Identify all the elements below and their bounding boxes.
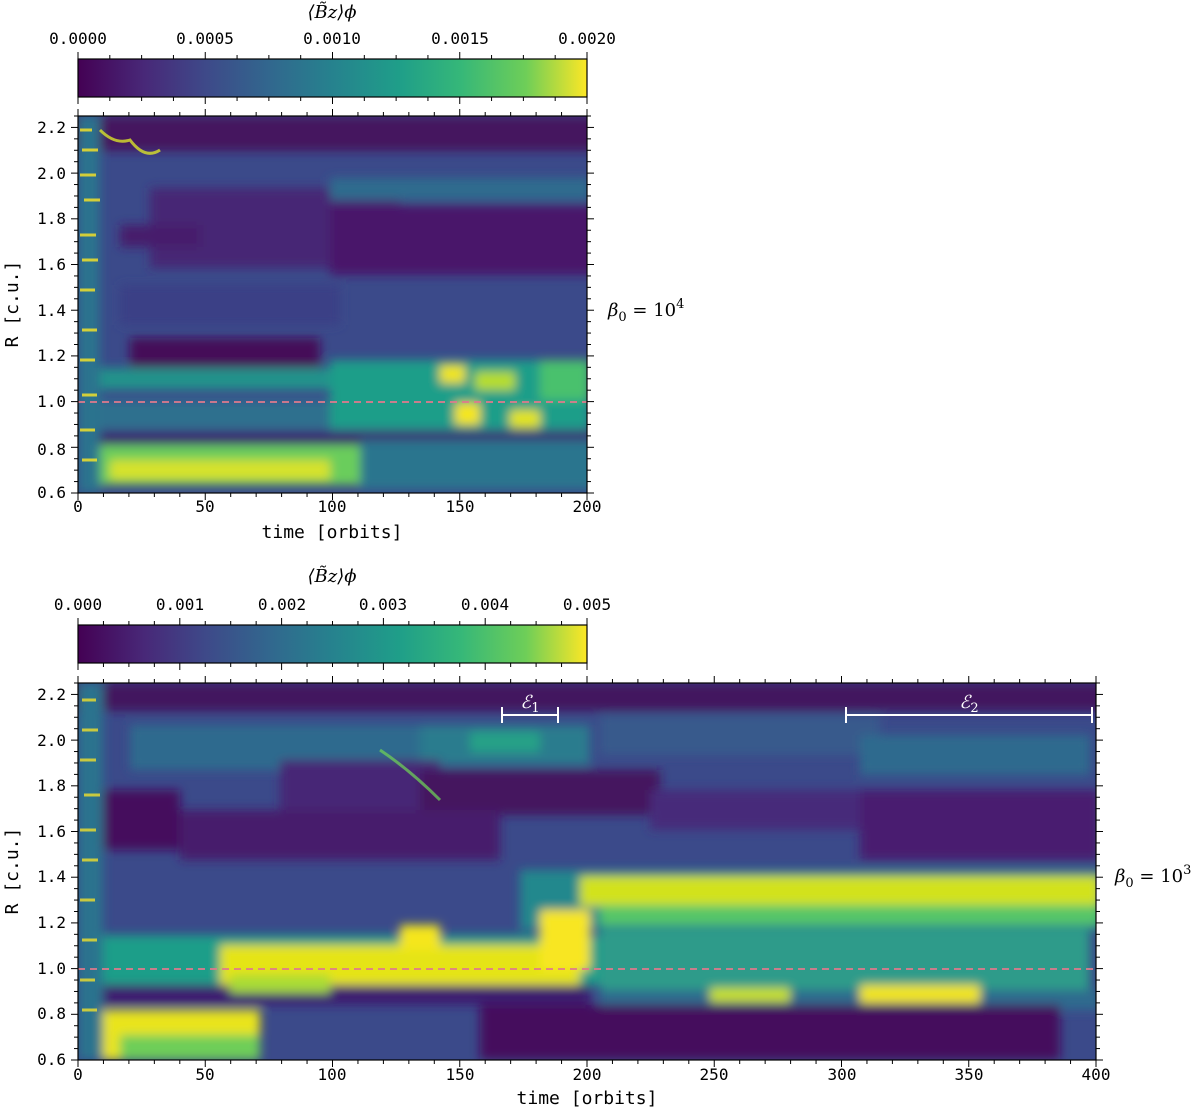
x-axis-label-1: time [orbits] [262, 522, 403, 543]
interval-e1: ℰ1 [501, 692, 559, 723]
interval-e1-label: ℰ1 [520, 692, 539, 716]
colorbar-2-tick-label: 0.004 [461, 595, 509, 614]
x-ticks-2 [77, 676, 1097, 1067]
colorbar-1-tick-label: 0.0000 [49, 29, 107, 48]
y-axis-label-1: R [c.u.] [2, 261, 23, 348]
x-tick-label: 0 [73, 1065, 83, 1084]
x-tick-labels-2: 0 50 100 150 200 250 300 350 400 [73, 1065, 1110, 1084]
y-tick-label: 2.0 [37, 164, 66, 183]
beta-label-2: β0 = 103 [1114, 863, 1191, 891]
colorbar-1-tick-label: 0.0020 [558, 29, 616, 48]
heatmap-1-stripes [80, 128, 161, 462]
colorbar-2-ticks [77, 618, 588, 670]
interval-e2-label: ℰ2 [959, 692, 978, 716]
y-tick-label: 1.8 [37, 209, 66, 228]
x-tick-label: 100 [318, 497, 347, 516]
colorbar-1-tick-labels: 0.0000 0.0005 0.0010 0.0015 0.0020 [49, 29, 616, 48]
colorbar-1-ticks [77, 52, 588, 104]
x-tick-label: 50 [195, 497, 214, 516]
colorbar-2-tick-labels: 0.000 0.001 0.002 0.003 0.004 0.005 [54, 595, 611, 614]
x-tick-label: 250 [700, 1065, 729, 1084]
y-axis-label-2: R [c.u.] [2, 828, 23, 915]
y-tick-label: 1.6 [37, 822, 66, 841]
y-tick-label: 2.2 [37, 118, 66, 137]
y-tick-labels-2: 0.6 0.8 1.0 1.2 1.4 1.6 1.8 2.0 2.2 [37, 685, 66, 1069]
heatmap-2 [78, 683, 1096, 1060]
x-tick-label: 350 [955, 1065, 984, 1084]
y-tick-label: 1.2 [37, 346, 66, 365]
colorbar-2-tick-label: 0.005 [563, 595, 611, 614]
y-tick-label: 1.0 [37, 959, 66, 978]
colorbar-2-tick-label: 0.001 [156, 595, 204, 614]
colorbar-1-tick-label: 0.0015 [431, 29, 489, 48]
y-tick-label: 0.6 [37, 483, 66, 502]
y-ticks-2 [71, 682, 1103, 1061]
colorbar-1-bar [77, 58, 588, 98]
heatmap-2-stripes [80, 698, 442, 1012]
colorbar-1: ⟨B̃z⟩ϕ 0.0000 0.0005 0.0010 0.0015 0.002… [49, 1, 616, 104]
y-tick-labels-1: 0.6 0.8 1.0 1.2 1.4 1.6 1.8 2.0 2.2 [37, 118, 66, 502]
y-tick-label: 1.8 [37, 776, 66, 795]
x-tick-label: 400 [1082, 1065, 1111, 1084]
y-tick-label: 1.2 [37, 913, 66, 932]
x-tick-label: 150 [446, 497, 475, 516]
colorbar-2: ⟨B̃z⟩ϕ 0.000 0.001 0.002 0.003 0.004 0.0… [54, 565, 611, 670]
y-tick-label: 0.6 [37, 1050, 66, 1069]
beta-label-1: β0 = 104 [607, 297, 684, 325]
x-tick-labels-1: 0 50 100 150 200 [73, 497, 601, 516]
y-ticks-1 [71, 115, 594, 494]
y-tick-label: 0.8 [37, 1004, 66, 1023]
y-tick-label: 0.8 [37, 440, 66, 459]
x-ticks-1 [77, 109, 588, 500]
y-tick-label: 2.2 [37, 685, 66, 704]
y-tick-label: 1.6 [37, 255, 66, 274]
x-tick-label: 0 [73, 497, 83, 516]
colorbar-2-label: ⟨B̃z⟩ϕ [307, 565, 356, 587]
colorbar-1-tick-label: 0.0005 [176, 29, 234, 48]
y-tick-label: 2.0 [37, 731, 66, 750]
interval-e2: ℰ2 [845, 692, 1093, 723]
x-tick-label: 200 [573, 1065, 602, 1084]
x-tick-label: 100 [318, 1065, 347, 1084]
colorbar-2-tick-label: 0.003 [359, 595, 407, 614]
colorbar-2-tick-label: 0.002 [258, 595, 306, 614]
x-tick-label: 50 [195, 1065, 214, 1084]
x-tick-label: 150 [446, 1065, 475, 1084]
colorbar-1-tick-label: 0.0010 [303, 29, 361, 48]
x-tick-label: 300 [828, 1065, 857, 1084]
colorbar-1-label: ⟨B̃z⟩ϕ [307, 1, 356, 23]
x-tick-label: 200 [573, 497, 602, 516]
y-tick-label: 1.0 [37, 392, 66, 411]
colorbar-2-tick-label: 0.000 [54, 595, 102, 614]
y-tick-label: 1.4 [37, 301, 66, 320]
heatmap-1 [78, 116, 587, 493]
colorbar-2-bar [77, 624, 588, 664]
x-axis-label-2: time [orbits] [517, 1088, 658, 1109]
y-tick-label: 1.4 [37, 867, 66, 886]
